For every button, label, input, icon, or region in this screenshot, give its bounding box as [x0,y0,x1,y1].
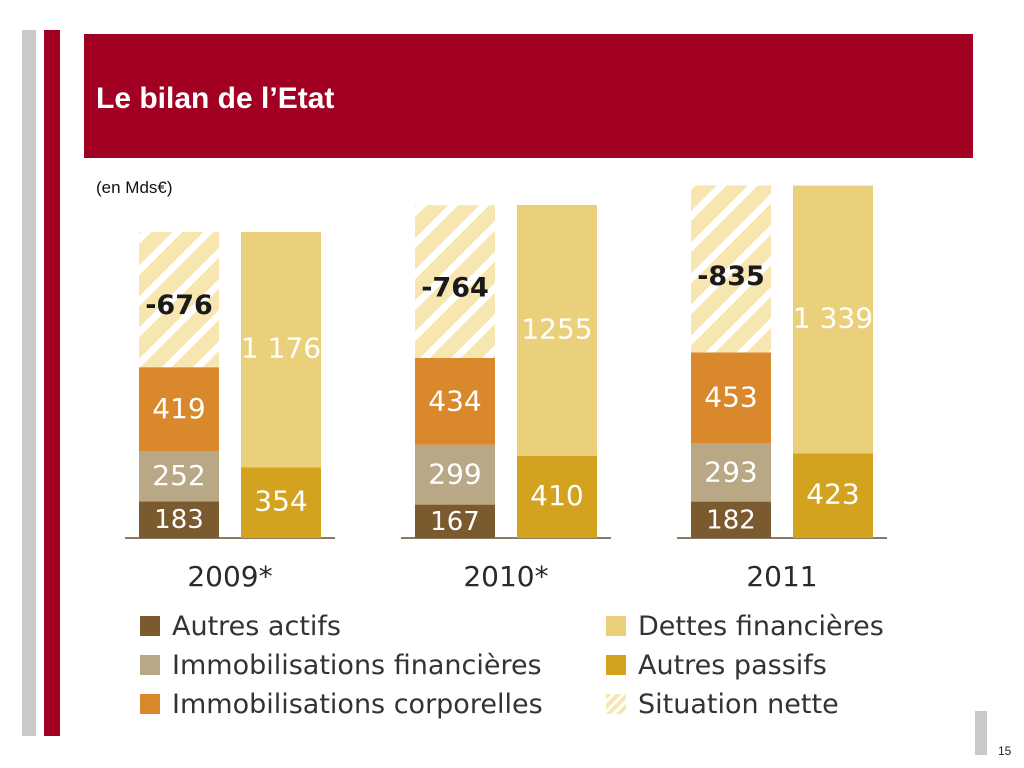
data-label-autres-passifs: 410 [530,479,583,512]
legend-swatch [606,616,626,636]
bar-segment-immobilisations-financieres [691,443,771,502]
bar-segment-situation-nette [139,232,219,368]
data-label-situation-nette: -676 [145,290,213,321]
bar-segment-dettes-financieres [517,205,597,456]
bar-segment-autres-actifs [139,501,219,538]
data-label-autres-actifs: 167 [430,507,480,537]
legend-swatch [140,616,160,636]
category-label: 2011 [746,560,817,593]
data-label-immobilisations-corporelles: 434 [428,384,481,417]
legend-item-dettes-financieres: Dettes financières [606,610,884,642]
bar-segment-immobilisations-corporelles [691,352,771,443]
page-marker [975,711,987,755]
bar-segment-autres-actifs [415,504,495,538]
legend-label: Dettes financières [638,610,884,642]
legend-label: Situation nette [638,688,839,720]
bar-segment-dettes-financieres [793,185,873,454]
bar-segment-immobilisations-financieres [139,451,219,502]
data-label-dettes-financieres: 1255 [521,313,592,346]
data-label-immobilisations-corporelles: 419 [152,392,205,425]
legend-label: Autres passifs [638,649,827,681]
legend-item-immobilisations-financieres: Immobilisations financières [140,649,542,681]
data-label-dettes-financieres: 1 176 [241,332,321,365]
legend-item-autres-passifs: Autres passifs [606,649,827,681]
data-label-immobilisations-financieres: 299 [428,458,481,491]
left-decor-grey-bar [22,30,36,736]
data-label-immobilisations-financieres: 252 [152,459,205,492]
legend-item-immobilisations-corporelles: Immobilisations corporelles [140,688,543,720]
data-label-autres-actifs: 182 [706,505,756,535]
data-label-immobilisations-financieres: 293 [704,455,757,488]
legend-item-autres-actifs: Autres actifs [140,610,341,642]
legend-label: Immobilisations financières [172,649,542,681]
bar-segment-immobilisations-financieres [415,444,495,505]
bar-segment-dettes-financieres [241,232,321,468]
legend-swatch [606,655,626,675]
bar-segment-situation-nette [415,205,495,358]
legend-swatch [140,694,160,714]
slide-title: Le bilan de l’Etat [96,82,335,115]
legend-label: Autres actifs [172,610,341,642]
bar-segment-situation-nette [691,185,771,353]
bar-segment-autres-passifs [241,467,321,538]
data-label-situation-nette: -764 [421,273,489,304]
legend-swatch [140,655,160,675]
data-label-autres-passifs: 354 [254,485,307,518]
category-label: 2010* [463,560,548,593]
legend-item-situation-nette: Situation nette [606,688,839,720]
unit-label: (en Mds€) [96,178,173,197]
data-label-situation-nette: -835 [697,261,765,292]
bar-segment-autres-passifs [517,456,597,538]
data-label-dettes-financieres: 1 339 [793,302,873,335]
data-label-autres-actifs: 183 [154,505,204,535]
data-label-immobilisations-corporelles: 453 [704,381,757,414]
page-number: 15 [998,744,1012,758]
left-decor-red-bar [44,30,60,736]
data-label-autres-passifs: 423 [806,478,859,511]
title-banner: Le bilan de l’Etat [84,34,973,158]
legend-label: Immobilisations corporelles [172,688,543,720]
category-label: 2009* [187,560,272,593]
bar-segment-immobilisations-corporelles [139,367,219,451]
legend-swatch-hatched [606,694,626,714]
bar-segment-immobilisations-corporelles [415,358,495,445]
bar-segment-autres-actifs [691,501,771,538]
bar-segment-autres-passifs [793,453,873,538]
